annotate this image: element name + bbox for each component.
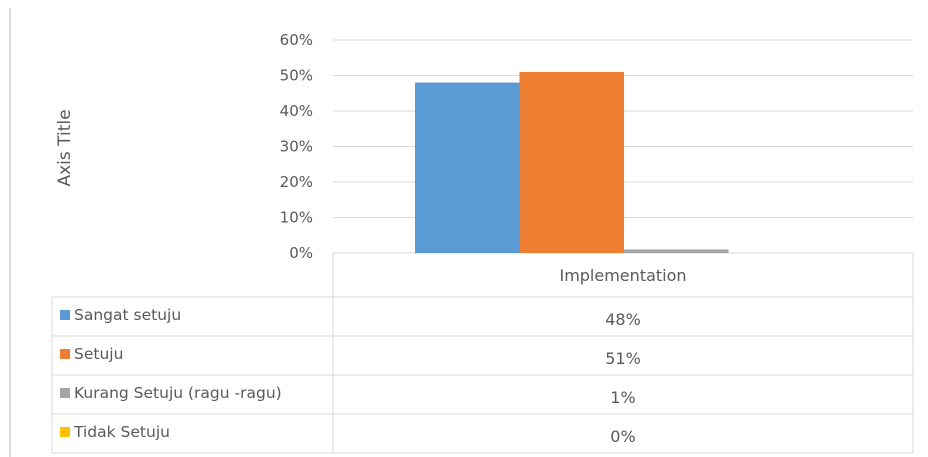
bar xyxy=(415,83,520,253)
legend-swatch xyxy=(60,388,70,398)
data-label: 48% xyxy=(605,310,641,329)
data-label: 0% xyxy=(610,427,635,446)
legend-label: Setuju xyxy=(74,345,123,363)
y-tick-label: 0% xyxy=(289,244,313,262)
legend-swatch xyxy=(60,427,70,437)
bar xyxy=(520,72,625,253)
y-axis-tick-labels: 0% 10% 20% 30% 40% 50% 60% xyxy=(280,31,313,262)
y-axis-title: Axis Title xyxy=(55,109,75,186)
data-label: 51% xyxy=(605,349,641,368)
y-tick-label: 60% xyxy=(280,31,313,49)
legend-swatch xyxy=(60,349,70,359)
legend-label: Sangat setuju xyxy=(74,306,181,324)
bars xyxy=(415,72,729,253)
y-tick-label: 30% xyxy=(280,138,313,156)
y-tick-label: 50% xyxy=(280,67,313,85)
y-tick-label: 40% xyxy=(280,102,313,120)
y-tick-label: 10% xyxy=(280,209,313,227)
legend-swatch xyxy=(60,310,70,320)
legend-label: Tidak Setuju xyxy=(73,423,170,441)
data-label: 1% xyxy=(610,388,635,407)
y-tick-label: 20% xyxy=(280,173,313,191)
legend-label: Kurang Setuju (ragu -ragu) xyxy=(74,384,282,402)
data-table: Implementation Sangat setuju 48% Setuju 51% K… xyxy=(52,253,913,453)
category-label: Implementation xyxy=(559,266,686,285)
bar xyxy=(624,249,729,253)
